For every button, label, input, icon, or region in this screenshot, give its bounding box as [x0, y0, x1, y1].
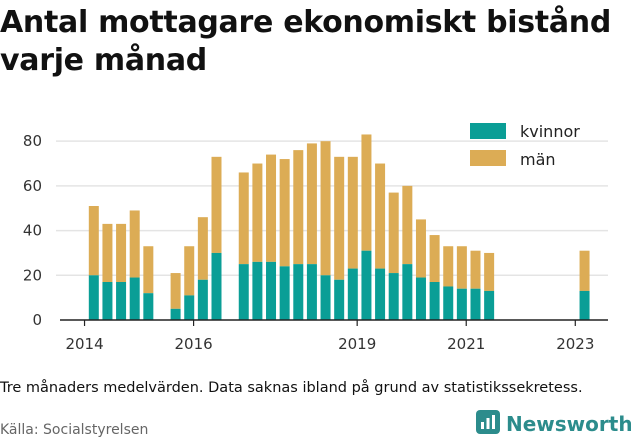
brand-logo[interactable]: Newsworthy — [476, 410, 631, 438]
bars-layer — [88, 134, 590, 320]
bar-man — [456, 246, 467, 289]
bar-man — [102, 223, 113, 282]
bar-kvinnor — [170, 308, 181, 320]
bar-man — [361, 134, 372, 251]
bar-kvinnor — [579, 290, 590, 320]
bar-man — [306, 143, 317, 265]
y-tick-label: 20 — [23, 266, 42, 284]
legend-swatch-man — [470, 150, 506, 166]
bar-kvinnor — [443, 286, 454, 320]
bar-kvinnor — [334, 279, 345, 320]
bar-man — [170, 273, 181, 309]
bar-kvinnor — [415, 277, 426, 320]
bar-man — [279, 159, 290, 267]
bar-man — [347, 156, 358, 269]
bar-kvinnor — [184, 295, 195, 320]
bar-kvinnor — [211, 252, 222, 320]
bar-man — [484, 252, 495, 291]
bar-man — [429, 235, 440, 282]
x-tick-label: 2014 — [65, 335, 103, 353]
bar-man — [415, 219, 426, 278]
bar-man — [211, 156, 222, 253]
bar-kvinnor — [347, 268, 358, 320]
bar-kvinnor — [102, 282, 113, 320]
y-tick-label: 80 — [23, 132, 42, 150]
bar-man — [579, 250, 590, 291]
bar-kvinnor — [197, 279, 208, 320]
bar-kvinnor — [456, 288, 467, 320]
bar-man — [197, 217, 208, 280]
y-tick-label: 40 — [23, 222, 42, 240]
x-tick-label: 2019 — [338, 335, 376, 353]
x-tick-label: 2016 — [174, 335, 212, 353]
bar-kvinnor — [470, 288, 481, 320]
chart-title: Antal mottagare ekonomiskt bistånd varje… — [0, 5, 612, 78]
bar-man — [143, 246, 154, 294]
bar-kvinnor — [88, 275, 99, 320]
bar-man — [388, 192, 399, 274]
legend-swatch-kvinnor — [470, 123, 506, 139]
bar-kvinnor — [143, 293, 154, 320]
bar-chart-icon — [476, 410, 500, 438]
grid-layer — [56, 140, 608, 277]
bar-man — [129, 210, 140, 278]
bar-man — [266, 154, 277, 262]
bar-man — [320, 141, 331, 276]
y-tick-label: 0 — [32, 311, 42, 329]
bar-kvinnor — [116, 282, 127, 320]
bar-man — [443, 246, 454, 287]
bar-man — [252, 163, 263, 262]
footnote: Tre månaders medelvärden. Data saknas ib… — [0, 380, 583, 396]
bar-man — [116, 223, 127, 282]
bar-kvinnor — [306, 264, 317, 320]
bar-kvinnor — [266, 261, 277, 320]
legend-label-man: män — [520, 150, 556, 169]
brand-name: Newsworthy — [506, 412, 631, 436]
bar-kvinnor — [293, 264, 304, 320]
bar-kvinnor — [129, 277, 140, 320]
bar-kvinnor — [320, 275, 331, 320]
bar-kvinnor — [388, 273, 399, 320]
legend-label-kvinnor: kvinnor — [520, 122, 580, 141]
bar-man — [334, 156, 345, 280]
y-tick-label: 60 — [23, 177, 42, 195]
x-tick-label: 2023 — [556, 335, 594, 353]
bar-kvinnor — [279, 266, 290, 320]
bar-man — [402, 185, 413, 265]
bar-man — [375, 163, 386, 269]
legend: kvinnor män — [470, 122, 580, 169]
bar-man — [293, 150, 304, 265]
bar-man — [88, 206, 99, 276]
bar-kvinnor — [484, 290, 495, 320]
bar-man — [470, 250, 481, 289]
bar-kvinnor — [375, 268, 386, 320]
bar-kvinnor — [238, 264, 249, 320]
bar-kvinnor — [361, 250, 372, 320]
bar-kvinnor — [402, 264, 413, 320]
axis-layer: 0 20 40 60 80 2014 2016 2019 2021 2023 — [23, 132, 608, 353]
stacked-bar-chart: 0 20 40 60 80 2014 2016 2019 2021 2023 kvinnor mä… — [23, 122, 608, 353]
bar-kvinnor — [252, 261, 263, 320]
bar-man — [238, 172, 249, 265]
x-tick-label: 2021 — [447, 335, 485, 353]
source-text: Källa: Socialstyrelsen — [0, 422, 149, 438]
bar-kvinnor — [429, 282, 440, 320]
bar-man — [184, 246, 195, 296]
